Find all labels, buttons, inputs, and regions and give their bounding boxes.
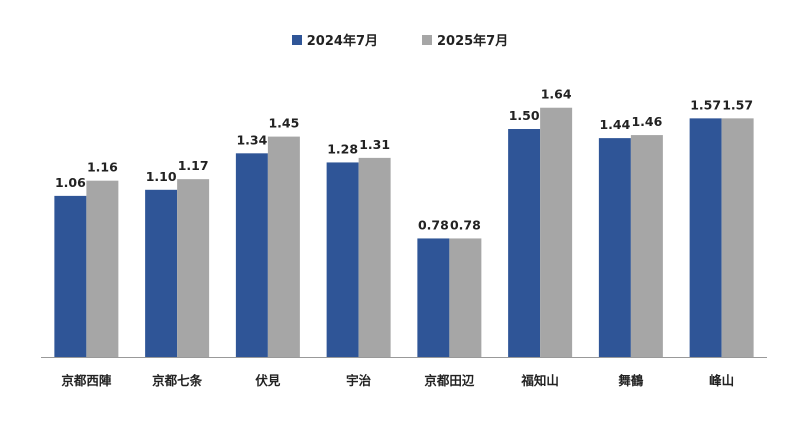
bar-2024: [689, 118, 722, 357]
data-label: 1.45: [268, 116, 299, 131]
bar-2024: [598, 138, 631, 357]
bar-2025: [267, 136, 300, 357]
data-label: 1.46: [631, 114, 662, 129]
category-label: 福知山: [520, 373, 559, 388]
bar-2024: [326, 162, 359, 357]
legend-label-2025: 2025年7月: [437, 34, 509, 49]
legend-swatch-2025: [422, 34, 432, 45]
legend-item-2025: 2025年7月: [422, 30, 508, 49]
data-label: 1.16: [87, 160, 118, 175]
data-label: 1.17: [178, 158, 209, 173]
legend-swatch-2024: [291, 34, 302, 45]
data-label: 1.28: [327, 141, 358, 156]
bar-2024: [508, 129, 541, 357]
bar-2024: [235, 153, 268, 357]
bar-2025: [449, 238, 482, 357]
legend-label-2024: 2024年7月: [306, 34, 378, 49]
bar-2025: [86, 180, 119, 357]
data-label: 1.44: [599, 117, 630, 132]
bar-2024: [417, 238, 450, 357]
legend-item-2024: 2024年7月: [291, 30, 378, 49]
legend: 2024年7月 2025年7月: [0, 30, 800, 49]
bar-2024: [145, 189, 178, 357]
data-label: 1.64: [541, 87, 572, 102]
data-label: 1.34: [236, 132, 267, 147]
bar-2024: [54, 195, 87, 357]
category-label: 京都田辺: [424, 373, 475, 388]
bar-2025: [177, 179, 210, 357]
data-label: 1.31: [359, 137, 390, 152]
category-label: 伏見: [255, 373, 281, 388]
data-label: 0.78: [418, 217, 449, 232]
data-label: 1.10: [146, 169, 177, 184]
category-label: 京都七条: [152, 373, 203, 388]
category-label: 宇治: [346, 373, 372, 388]
bar-2025: [540, 107, 573, 357]
category-label: 峰山: [709, 373, 734, 388]
bar-2025: [721, 118, 754, 357]
bar-2025: [358, 157, 391, 357]
data-label: 1.06: [55, 175, 86, 190]
category-label: 京都西陣: [61, 373, 112, 388]
data-label: 1.57: [722, 97, 753, 112]
category-label: 舞鶴: [617, 373, 644, 388]
bar-2025: [630, 135, 663, 357]
data-label: 1.50: [509, 108, 540, 123]
data-label: 1.57: [690, 97, 721, 112]
data-label: 0.78: [450, 217, 481, 232]
